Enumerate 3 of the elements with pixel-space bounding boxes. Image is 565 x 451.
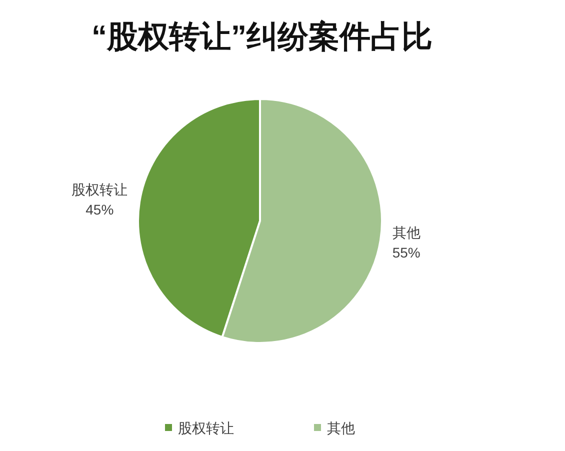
legend-label: 其他 [327, 420, 355, 436]
title: “股权转让”纠纷案件占比 [92, 19, 432, 54]
legend-label: 股权转让 [178, 420, 234, 436]
